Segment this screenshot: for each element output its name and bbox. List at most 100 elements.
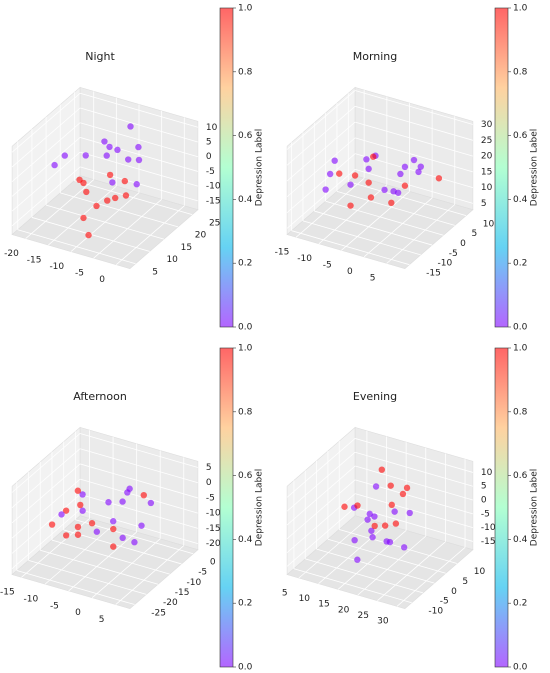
point [138, 522, 145, 529]
z-grid-line [355, 121, 473, 157]
y-grid-line [28, 560, 147, 595]
point [104, 197, 111, 204]
colorbar-tick-label: 0.6 [513, 131, 528, 141]
z-tick-label: 0 [481, 496, 487, 506]
y-grid-line [75, 519, 194, 555]
x-tick-label: -5 [75, 268, 84, 278]
x-grid-line [341, 191, 410, 251]
chart-title: Morning [353, 50, 398, 63]
point [365, 179, 372, 186]
point [381, 522, 389, 529]
y-grid-line [291, 230, 410, 266]
y-grid-line [325, 200, 444, 236]
colorbar-tick-label: 0.4 [238, 195, 253, 205]
pane-floor [286, 515, 474, 609]
y-grid-line [74, 180, 193, 216]
point [403, 484, 411, 492]
point [394, 189, 402, 196]
point [386, 538, 394, 546]
point [417, 163, 424, 170]
x-grid-line [386, 204, 456, 264]
colorbar-label: Depression Label [530, 469, 540, 546]
colorbar-label: Depression Label [530, 129, 540, 206]
z-tick-label: 10 [481, 468, 493, 478]
z-grid-line [286, 438, 356, 498]
y-tick-label: -10 [437, 259, 452, 269]
z-grid-line [11, 107, 81, 168]
point [127, 123, 134, 130]
point [435, 175, 443, 182]
point [347, 202, 354, 209]
z-grid-line [355, 137, 473, 173]
z-grid-line [286, 90, 356, 150]
z-tick-label: 20 [481, 152, 493, 162]
point [80, 214, 87, 222]
z-grid-line [355, 451, 473, 487]
z-grid-line [80, 478, 198, 514]
y-grid-line [305, 558, 424, 594]
z-tick-label: 30 [481, 120, 493, 130]
point [410, 156, 418, 164]
z-grid-line [286, 137, 356, 198]
x-tick-label: -10 [24, 594, 39, 604]
point [366, 510, 373, 518]
y-grid-line [327, 538, 446, 574]
point [391, 508, 398, 515]
point [351, 536, 358, 544]
y-tick-label: 15 [181, 243, 192, 253]
colorbar-tick-label: 0.6 [513, 471, 528, 481]
point [367, 194, 375, 201]
z-tick-label: 5 [481, 482, 487, 492]
point [135, 156, 143, 164]
point [401, 182, 409, 189]
y-tick-label: -15 [175, 588, 190, 598]
z-tick-label: 0 [206, 478, 212, 488]
point [371, 513, 378, 520]
z-grid-line [80, 463, 198, 499]
point [103, 152, 110, 159]
z-tick-label: -20 [206, 539, 221, 549]
x-tick-label: 5 [370, 274, 376, 284]
z-tick-label: 5 [481, 199, 487, 209]
subplot: -20-15-10-50510152025-15-10-505100.00.20… [4, 4, 264, 333]
x-grid-line [318, 184, 388, 245]
point [378, 466, 386, 473]
colorbar-tick-label: 0.8 [513, 407, 528, 417]
point [365, 165, 372, 173]
x-tick-label: -15 [0, 588, 15, 598]
z-tick-label: 25 [481, 136, 492, 146]
point [351, 172, 359, 179]
y-grid-line [63, 529, 182, 565]
point [62, 532, 70, 539]
y-tick-label: 5 [152, 267, 158, 277]
z-grid-line [286, 493, 356, 553]
colorbar-tick-label: 0.4 [513, 195, 528, 205]
colorbar-tick-label: 0.8 [513, 67, 528, 77]
point [415, 168, 422, 176]
x-tick-label: 10 [299, 594, 311, 604]
point [133, 181, 140, 188]
z-tick-label: -10 [481, 523, 496, 533]
point [368, 527, 375, 534]
z-grid-line [11, 478, 81, 539]
x-tick-label: 5 [282, 588, 288, 598]
x-grid-line [377, 541, 446, 601]
point [131, 539, 138, 546]
z-grid-line [355, 465, 473, 501]
colorbar-tick-label: 0.0 [513, 663, 528, 673]
point [354, 502, 361, 509]
z-grid-line [355, 507, 473, 542]
point [74, 487, 82, 494]
point [381, 186, 388, 194]
x-tick-label: -10 [49, 262, 64, 272]
point [401, 163, 409, 171]
z-grid-line [286, 121, 356, 182]
colorbar-label: Depression Label [255, 469, 265, 546]
x-grid-line [337, 530, 407, 590]
z-grid-line [355, 105, 473, 141]
point [88, 520, 96, 527]
colorbar-tick-label: 0.2 [238, 599, 252, 609]
y-grid-line [51, 539, 170, 575]
x-tick-label: -20 [4, 249, 19, 259]
